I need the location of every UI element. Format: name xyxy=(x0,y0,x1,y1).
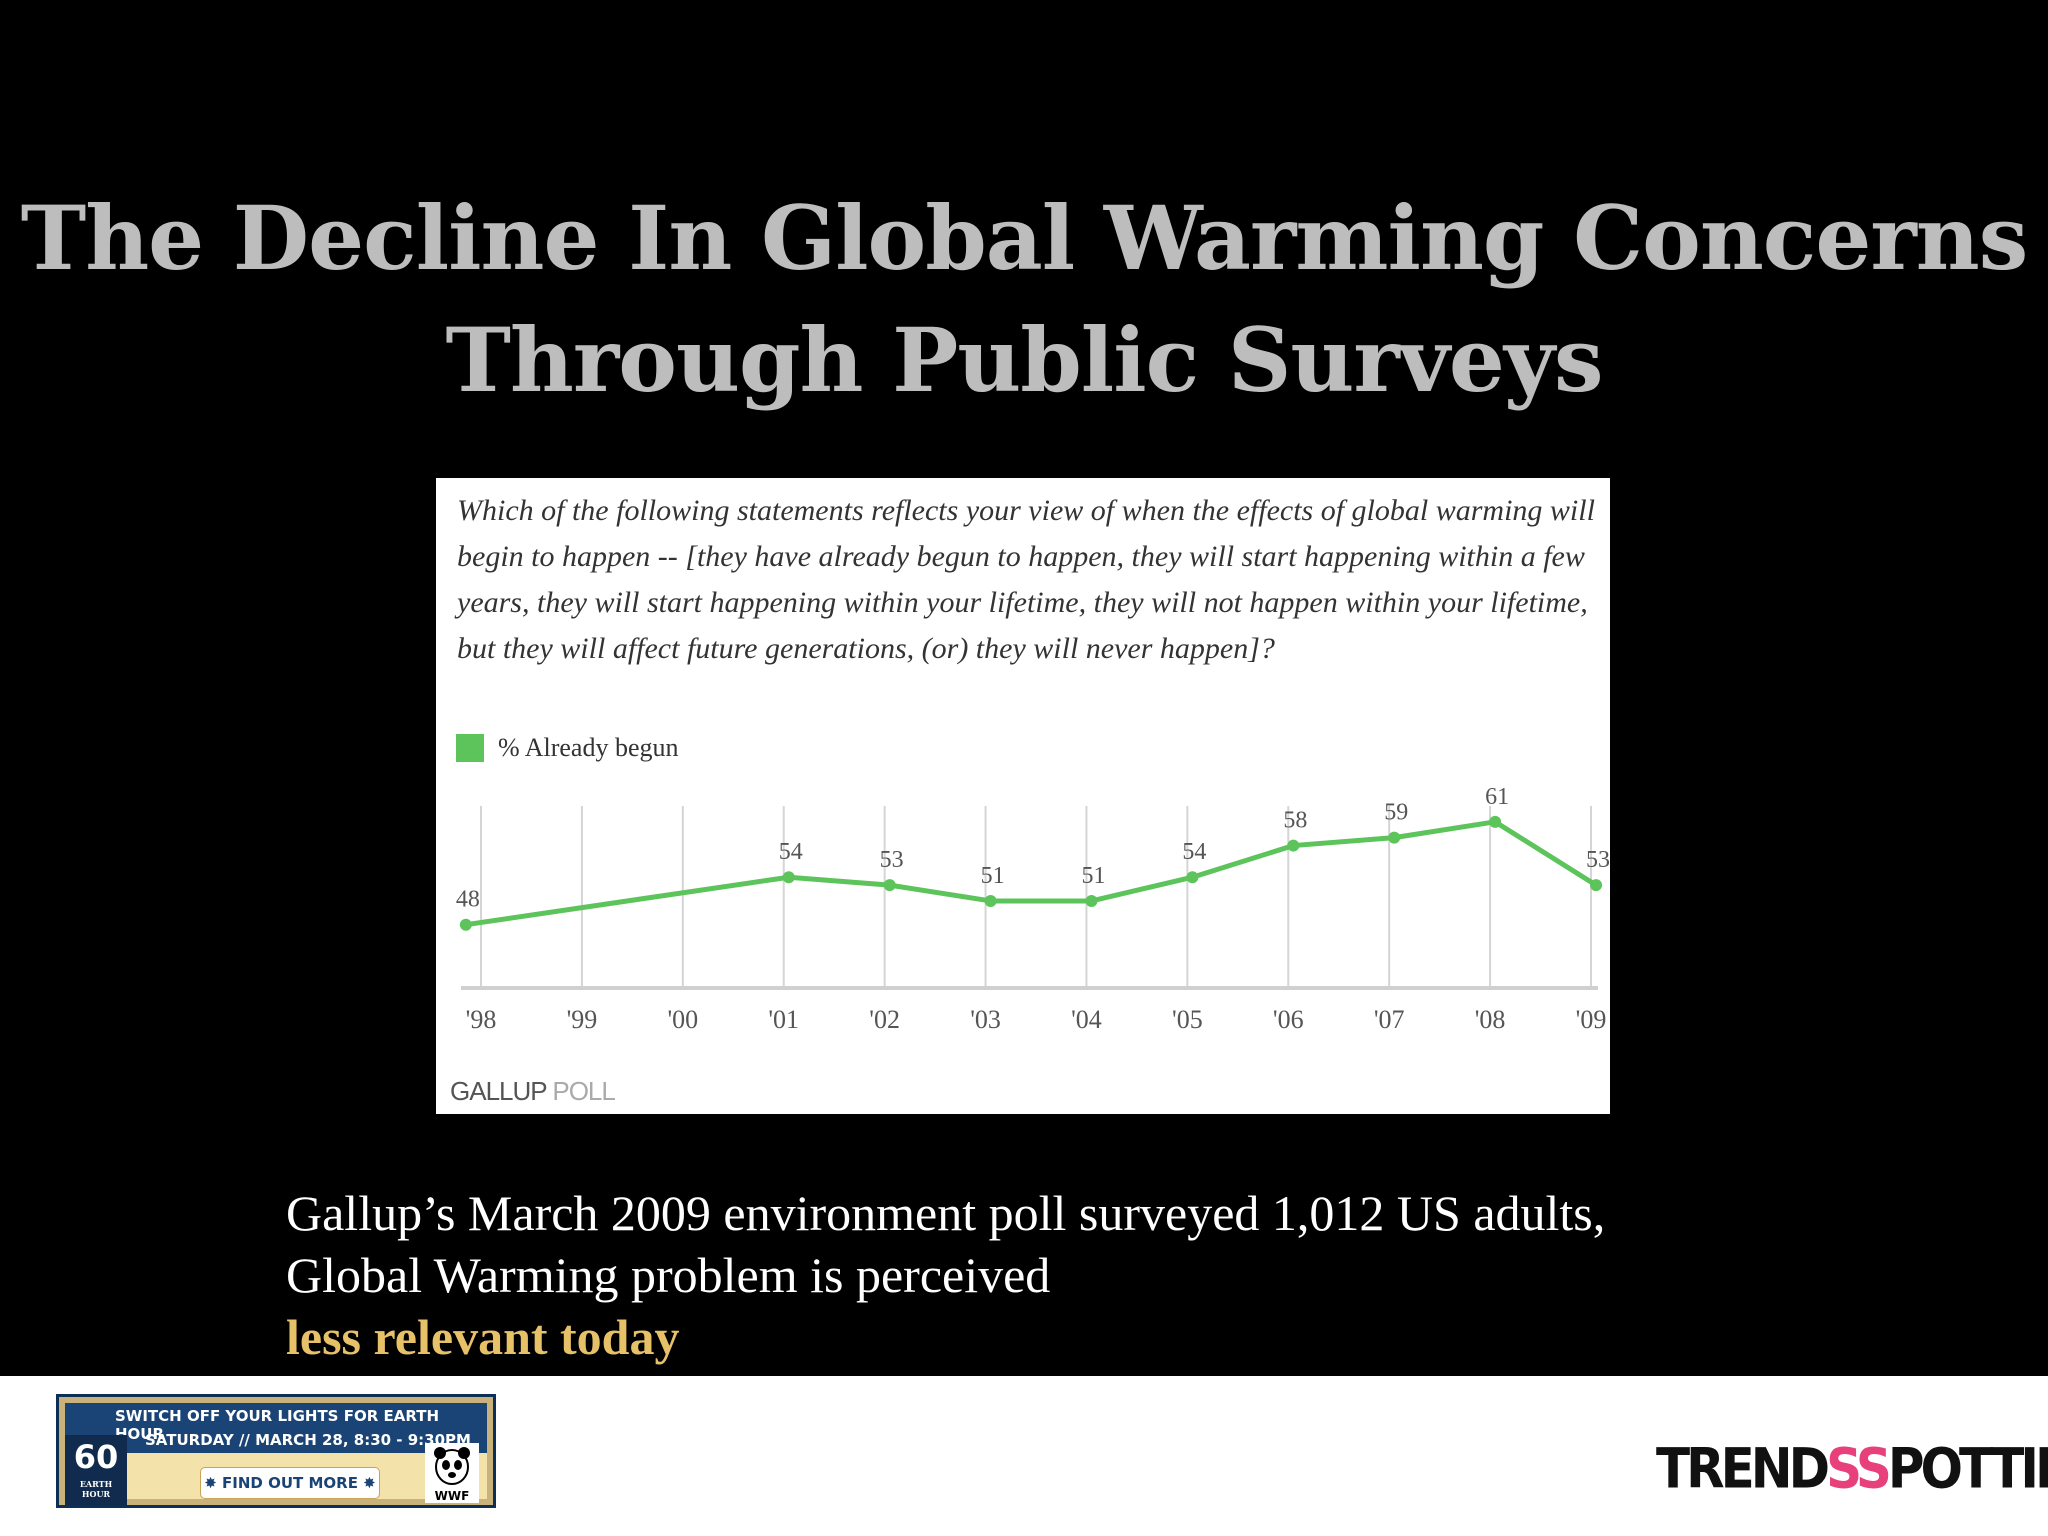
x-tick-label: '01 xyxy=(768,1005,799,1034)
x-tick-label: '09 xyxy=(1576,1005,1607,1034)
caption-line-2-text: Global Warming problem is perceived xyxy=(286,1247,1051,1303)
logo-trend: TREND xyxy=(1656,1437,1830,1501)
caption-line-2: Global Warming problem is perceived less… xyxy=(286,1244,1986,1368)
earth-hour-number: 60 xyxy=(73,1438,119,1476)
gallup-chart-card: '98 '99 '00 '01 '02 '03 '04 '05 '06 '07 '08 '09 48 54… xyxy=(436,478,1610,1114)
banner-header: SWITCH OFF YOUR LIGHTS FOR EARTH HOUR SA… xyxy=(65,1403,487,1453)
wwf-label: WWF xyxy=(434,1489,470,1503)
source-gallup: GALLUP xyxy=(450,1076,547,1106)
x-tick-label: '04 xyxy=(1071,1005,1102,1034)
data-label: 54 xyxy=(1182,839,1206,865)
x-tick-label: '00 xyxy=(667,1005,698,1034)
line-chart: '98 '99 '00 '01 '02 '03 '04 '05 '06 '07 '08 '09 48 54… xyxy=(456,784,1610,1034)
data-point xyxy=(984,894,997,907)
panda-icon xyxy=(434,1447,470,1485)
slide-caption: Gallup’s March 2009 environment poll sur… xyxy=(286,1182,1986,1368)
slide-title-line-1: The Decline In Global Warming Concerns xyxy=(20,185,2029,290)
data-point xyxy=(1085,894,1098,907)
data-label: 58 xyxy=(1283,808,1307,834)
x-tick-label: '08 xyxy=(1475,1005,1506,1034)
source-poll: POLL xyxy=(546,1076,615,1106)
x-tick-label: '02 xyxy=(869,1005,900,1034)
legend-label: % Already begun xyxy=(498,733,679,762)
chart-legend: % Already begun xyxy=(456,733,679,763)
data-label: 48 xyxy=(456,887,480,913)
data-point xyxy=(459,918,472,931)
data-point xyxy=(1489,815,1502,828)
banner-headline: SWITCH OFF YOUR LIGHTS FOR EARTH HOUR xyxy=(115,1407,439,1443)
earth-hour-banner[interactable]: SWITCH OFF YOUR LIGHTS FOR EARTH HOUR SA… xyxy=(56,1394,496,1508)
find-out-more-button[interactable]: ✸ FIND OUT MORE ✸ xyxy=(200,1467,380,1499)
data-label: 54 xyxy=(779,839,803,865)
wwf-logo: WWF xyxy=(425,1443,479,1503)
data-point xyxy=(782,871,795,884)
x-tick-label: '03 xyxy=(970,1005,1001,1034)
banner-date: SATURDAY // MARCH 28, 8:30 - 9:30PM xyxy=(145,1431,471,1449)
earth-hour-sub: EARTH HOUR xyxy=(79,1479,113,1499)
data-point xyxy=(1590,879,1603,892)
data-label: 53 xyxy=(1586,847,1610,873)
data-label: 61 xyxy=(1485,784,1509,810)
slide-title: The Decline In Global Warming Concerns T… xyxy=(0,177,2048,421)
earth-hour-60-logo: 60 EARTH HOUR xyxy=(65,1435,127,1505)
x-tick-label: '99 xyxy=(567,1005,598,1034)
data-label: 53 xyxy=(880,847,904,873)
banner-inner: SWITCH OFF YOUR LIGHTS FOR EARTH HOUR SA… xyxy=(65,1403,487,1505)
footer: SWITCH OFF YOUR LIGHTS FOR EARTH HOUR SA… xyxy=(0,1376,2048,1536)
data-point xyxy=(1186,871,1199,884)
x-tick-label: '06 xyxy=(1273,1005,1304,1034)
survey-question: Which of the following statements reflec… xyxy=(457,494,1595,665)
caption-highlight: less relevant today xyxy=(286,1309,680,1365)
logo-ss: SS xyxy=(1826,1437,1892,1501)
x-tick-label: '07 xyxy=(1374,1005,1405,1034)
data-label: 51 xyxy=(1082,863,1106,889)
slide: The Decline In Global Warming Concerns T… xyxy=(0,177,2048,1368)
x-tick-label: '05 xyxy=(1172,1005,1203,1034)
data-point xyxy=(883,879,896,892)
logo-potting: POTTING xyxy=(1887,1437,2048,1501)
data-label: 51 xyxy=(981,863,1005,889)
gallup-poll-source: GALLUP POLL xyxy=(450,1076,616,1107)
data-point xyxy=(1388,831,1401,844)
legend-swatch xyxy=(456,734,484,762)
slide-title-line-2: Through Public Surveys xyxy=(445,307,1603,412)
data-label: 59 xyxy=(1384,800,1408,826)
series-line xyxy=(465,819,1598,928)
trendspotting-logo: TRENDSSPOTTING xyxy=(1656,1437,2048,1501)
data-point xyxy=(1287,839,1300,852)
caption-line-1: Gallup’s March 2009 environment poll sur… xyxy=(286,1185,1606,1241)
x-tick-label: '98 xyxy=(466,1005,497,1034)
